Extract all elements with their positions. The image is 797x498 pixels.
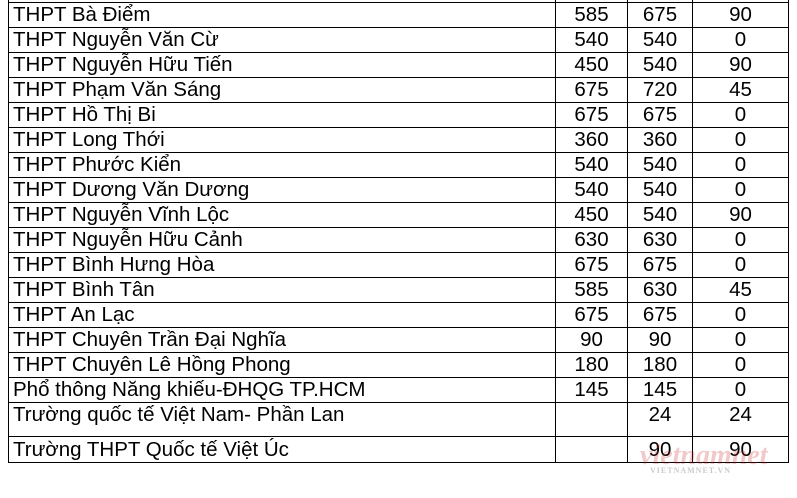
value-cell-2: 540 xyxy=(627,202,693,228)
table-row: THPT Dương Văn Dương 540 540 0 xyxy=(8,177,789,203)
value-cell-2: 90 xyxy=(627,436,693,463)
enrollment-table: THPT Bà Điểm 585 675 90 THPT Nguyễn Văn Cừ 54… xyxy=(8,0,789,463)
value-cell-1: 675 xyxy=(555,302,628,328)
table-row: THPT Nguyễn Hữu Cảnh 630 630 0 xyxy=(8,227,789,253)
school-name-cell: THPT Nguyễn Hữu Tiến xyxy=(8,52,556,78)
value-cell-3: 0 xyxy=(692,227,789,253)
value-cell-1: 675 xyxy=(555,252,628,278)
value-cell-3: 0 xyxy=(692,152,789,178)
value-cell-3: 0 xyxy=(692,177,789,203)
school-name-cell: THPT Nguyễn Hữu Cảnh xyxy=(8,227,556,253)
school-name-cell: THPT An Lạc xyxy=(8,302,556,328)
value-cell-2: 675 xyxy=(627,252,693,278)
value-cell-2: 24 xyxy=(627,402,693,437)
value-cell-2: 675 xyxy=(627,102,693,128)
value-cell-1: 585 xyxy=(555,277,628,303)
value-cell-3: 90 xyxy=(692,2,789,28)
table-row: THPT Long Thới 360 360 0 xyxy=(8,127,789,153)
value-cell-2: 90 xyxy=(627,327,693,353)
table-row: THPT Phạm Văn Sáng 675 720 45 xyxy=(8,77,789,103)
value-cell-2: 145 xyxy=(627,377,693,403)
value-cell-1: 145 xyxy=(555,377,628,403)
table-row: THPT An Lạc 675 675 0 xyxy=(8,302,789,328)
value-cell-3: 0 xyxy=(692,352,789,378)
value-cell-3: 0 xyxy=(692,302,789,328)
school-name-cell: THPT Chuyên Lê Hồng Phong xyxy=(8,352,556,378)
value-cell-3: 45 xyxy=(692,77,789,103)
table-row: THPT Chuyên Trần Đại Nghĩa 90 90 0 xyxy=(8,327,789,353)
value-cell-1: 675 xyxy=(555,102,628,128)
value-cell-1: 630 xyxy=(555,227,628,253)
table-row: THPT Phước Kiển 540 540 0 xyxy=(8,152,789,178)
value-cell-2: 630 xyxy=(627,277,693,303)
value-cell-2: 540 xyxy=(627,177,693,203)
value-cell-1: 450 xyxy=(555,202,628,228)
value-cell-2: 180 xyxy=(627,352,693,378)
table-row: THPT Nguyễn Hữu Tiến 450 540 90 xyxy=(8,52,789,78)
table-row: THPT Bà Điểm 585 675 90 xyxy=(8,2,789,28)
value-cell-1: 540 xyxy=(555,27,628,53)
table-row: Trường quốc tế Việt Nam- Phần Lan 24 24 xyxy=(8,402,789,437)
value-cell-3: 0 xyxy=(692,252,789,278)
value-cell-1: 180 xyxy=(555,352,628,378)
school-name-cell: THPT Phạm Văn Sáng xyxy=(8,77,556,103)
school-name-cell: THPT Bình Tân xyxy=(8,277,556,303)
school-name-cell: THPT Hồ Thị Bi xyxy=(8,102,556,128)
value-cell-3: 90 xyxy=(692,436,789,463)
value-cell-1 xyxy=(555,436,628,463)
value-cell-3: 0 xyxy=(692,102,789,128)
value-cell-1: 540 xyxy=(555,152,628,178)
value-cell-1: 585 xyxy=(555,2,628,28)
value-cell-2: 720 xyxy=(627,77,693,103)
school-name-cell: THPT Phước Kiển xyxy=(8,152,556,178)
school-name-cell: Trường quốc tế Việt Nam- Phần Lan xyxy=(8,402,556,437)
value-cell-2: 540 xyxy=(627,152,693,178)
table-row: THPT Hồ Thị Bi 675 675 0 xyxy=(8,102,789,128)
table-row: THPT Bình Hưng Hòa 675 675 0 xyxy=(8,252,789,278)
value-cell-2: 630 xyxy=(627,227,693,253)
value-cell-3: 24 xyxy=(692,402,789,437)
value-cell-1: 90 xyxy=(555,327,628,353)
value-cell-1: 450 xyxy=(555,52,628,78)
value-cell-1: 540 xyxy=(555,177,628,203)
table-row: THPT Bình Tân 585 630 45 xyxy=(8,277,789,303)
table-row: THPT Chuyên Lê Hồng Phong 180 180 0 xyxy=(8,352,789,378)
table-row: Phổ thông Năng khiếu-ĐHQG TP.HCM 145 145 0 xyxy=(8,377,789,403)
school-name-cell: THPT Bình Hưng Hòa xyxy=(8,252,556,278)
value-cell-3: 90 xyxy=(692,202,789,228)
table-row: THPT Nguyễn Vĩnh Lộc 450 540 90 xyxy=(8,202,789,228)
value-cell-2: 675 xyxy=(627,302,693,328)
value-cell-2: 360 xyxy=(627,127,693,153)
value-cell-3: 45 xyxy=(692,277,789,303)
value-cell-3: 0 xyxy=(692,377,789,403)
school-name-cell: THPT Bà Điểm xyxy=(8,2,556,28)
school-name-cell: THPT Long Thới xyxy=(8,127,556,153)
school-name-cell: Phổ thông Năng khiếu-ĐHQG TP.HCM xyxy=(8,377,556,403)
table-row: THPT Nguyễn Văn Cừ 540 540 0 xyxy=(8,27,789,53)
value-cell-1 xyxy=(555,402,628,437)
value-cell-2: 540 xyxy=(627,52,693,78)
school-name-cell: THPT Chuyên Trần Đại Nghĩa xyxy=(8,327,556,353)
value-cell-3: 0 xyxy=(692,327,789,353)
school-name-cell: THPT Nguyễn Vĩnh Lộc xyxy=(8,202,556,228)
value-cell-3: 0 xyxy=(692,27,789,53)
value-cell-1: 360 xyxy=(555,127,628,153)
school-name-cell: THPT Nguyễn Văn Cừ xyxy=(8,27,556,53)
value-cell-3: 90 xyxy=(692,52,789,78)
school-name-cell: Trường THPT Quốc tế Việt Úc xyxy=(8,436,556,463)
value-cell-1: 675 xyxy=(555,77,628,103)
school-name-cell: THPT Dương Văn Dương xyxy=(8,177,556,203)
value-cell-3: 0 xyxy=(692,127,789,153)
table-row: Trường THPT Quốc tế Việt Úc 90 90 xyxy=(8,436,789,463)
value-cell-2: 675 xyxy=(627,2,693,28)
value-cell-2: 540 xyxy=(627,27,693,53)
